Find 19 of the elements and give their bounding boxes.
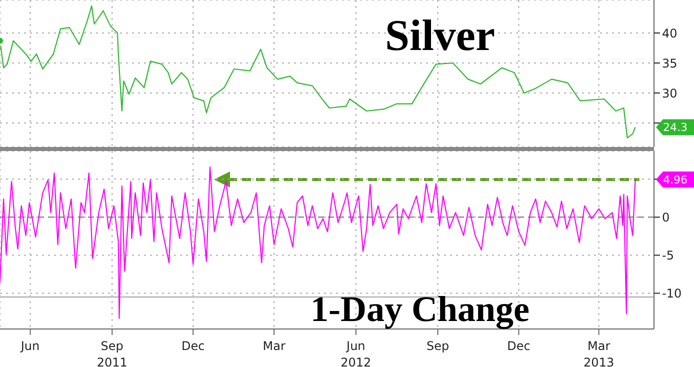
x-tick-label: Jun 2012	[340, 338, 372, 367]
text: 1-Day Change	[310, 289, 530, 329]
y-tick-label: 30	[662, 86, 678, 100]
x-tick-label: Mar	[262, 338, 286, 353]
y-tick-label: 40	[662, 26, 678, 40]
x-tick-label: Dec	[507, 338, 530, 353]
y-tick-label: 0	[662, 210, 670, 224]
x-tick-label: Jun	[20, 338, 40, 353]
x-tick-label: Sep 2011	[96, 338, 128, 367]
x-tick-label: Dec	[181, 338, 205, 353]
chart-title: Silver	[385, 11, 495, 60]
x-tick-label: Mar 2013	[584, 338, 614, 367]
y-tick-label: -5	[662, 248, 674, 262]
annotation: 24.3	[663, 121, 688, 134]
y-tick-label: -10	[662, 286, 682, 301]
line-series	[0, 5, 636, 139]
y-tick-label: 35	[662, 56, 678, 70]
x-tick-label: Sep	[426, 338, 450, 353]
annotation: 4.96	[663, 173, 688, 186]
